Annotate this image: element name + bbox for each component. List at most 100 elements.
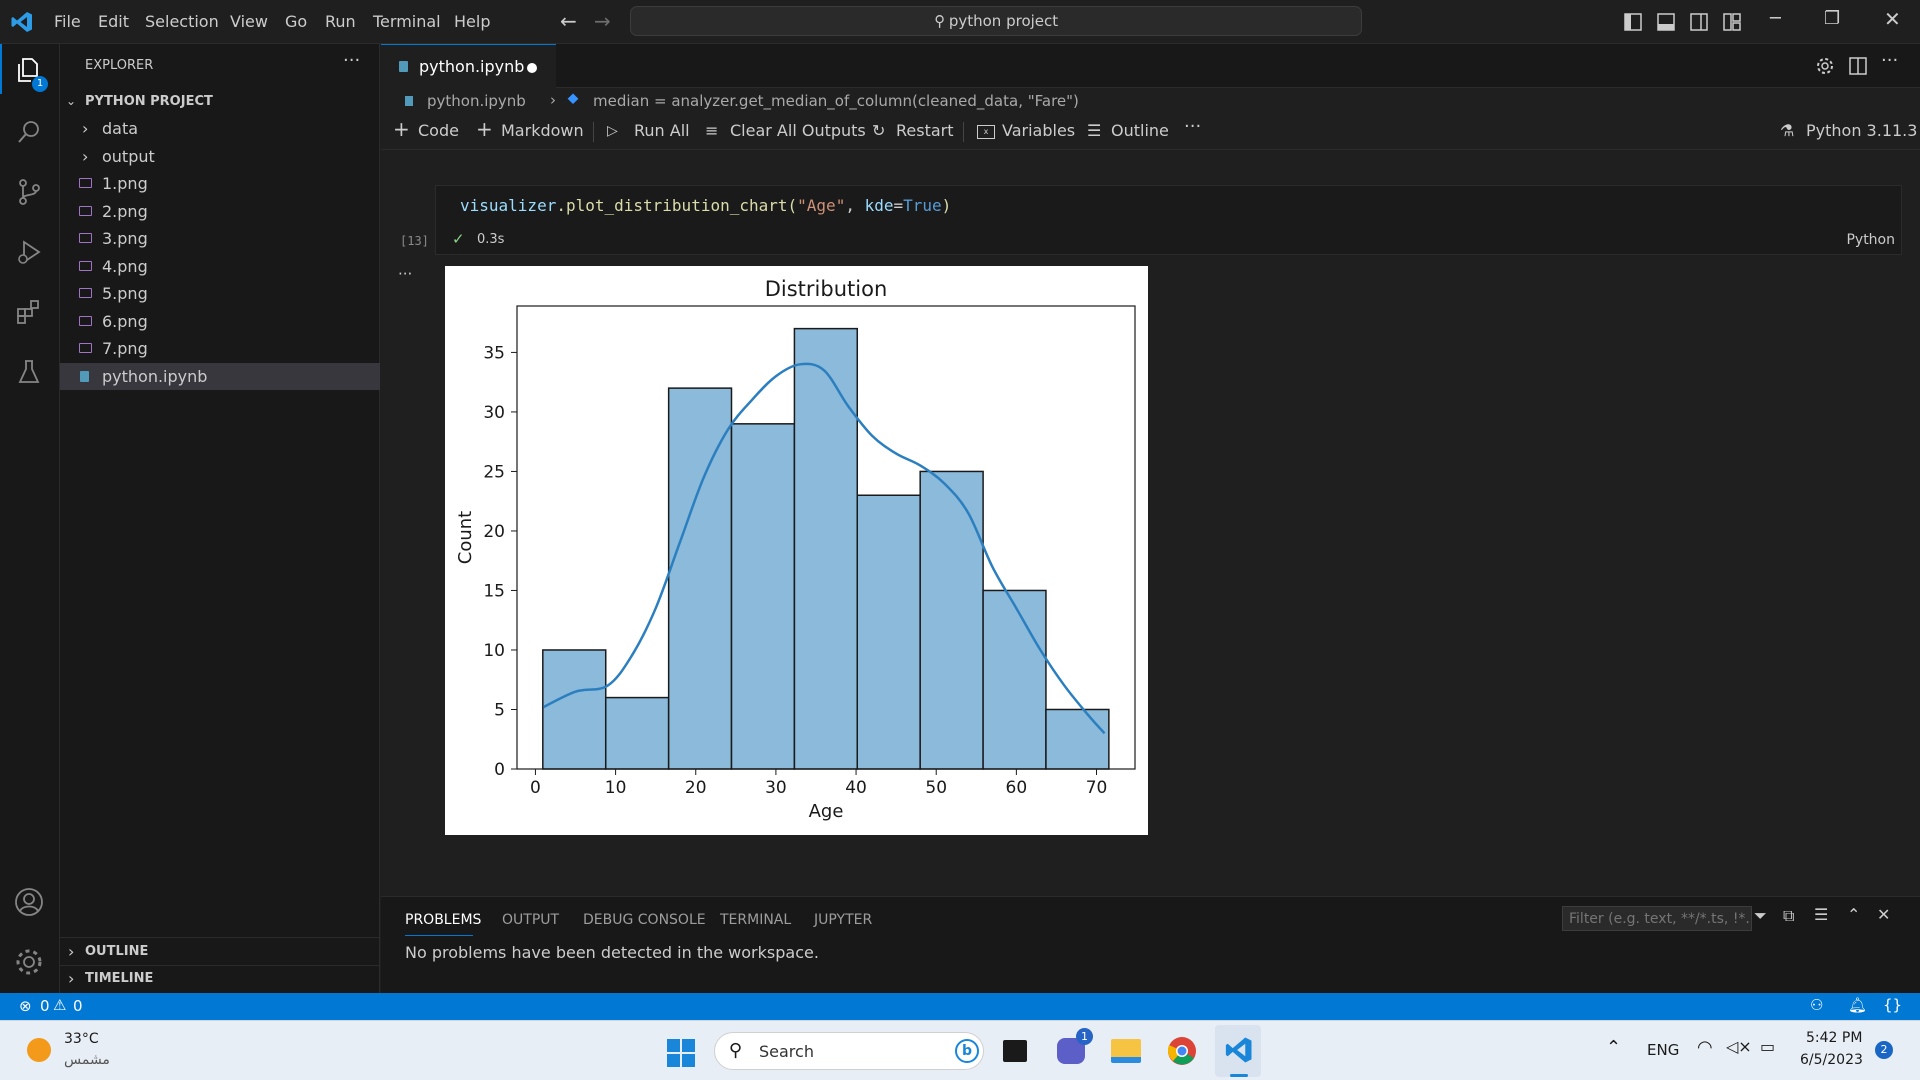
menu-file[interactable]: File bbox=[54, 12, 81, 31]
weather-sun-icon[interactable] bbox=[27, 1038, 51, 1062]
outline-list-icon[interactable]: ☰ bbox=[1087, 121, 1102, 140]
vscode-taskbar-icon[interactable] bbox=[1224, 1035, 1254, 1065]
warning-count[interactable]: 0 bbox=[73, 997, 83, 1015]
unsaved-dot-icon[interactable] bbox=[527, 63, 537, 73]
panel-tab-debug-console[interactable]: DEBUG CONSOLE bbox=[583, 912, 706, 928]
tree-folder-output[interactable]: › output bbox=[60, 143, 380, 170]
notebook-settings-gear-icon[interactable] bbox=[1816, 57, 1834, 75]
maximize-panel-icon[interactable]: ⌃ bbox=[1847, 905, 1861, 924]
variables-icon[interactable]: x bbox=[977, 125, 995, 139]
menu-edit[interactable]: Edit bbox=[98, 12, 129, 31]
add-code-button[interactable]: Code bbox=[418, 121, 459, 140]
clear-all-outputs-button[interactable]: Clear All Outputs bbox=[730, 121, 866, 140]
clear-outputs-icon[interactable]: ≡ bbox=[705, 121, 719, 140]
tree-file-notebook[interactable]: python.ipynb bbox=[60, 363, 380, 390]
breadcrumb-file[interactable]: python.ipynb bbox=[427, 92, 526, 110]
chrome-icon[interactable] bbox=[1167, 1036, 1197, 1066]
error-count[interactable]: 0 bbox=[40, 997, 50, 1015]
tree-file-png[interactable]: 4.png bbox=[60, 253, 380, 280]
wifi-icon[interactable]: ◠ bbox=[1697, 1037, 1713, 1058]
tree-file-png[interactable]: 3.png bbox=[60, 225, 380, 252]
back-arrow-icon[interactable]: ← bbox=[560, 9, 577, 33]
tree-file-png[interactable]: 1.png bbox=[60, 170, 380, 197]
filter-funnel-icon[interactable]: ⏷ bbox=[1754, 906, 1767, 925]
panel-tab-jupyter[interactable]: JUPYTER bbox=[814, 912, 873, 928]
add-markdown-plus-icon[interactable]: + bbox=[476, 117, 493, 141]
run-debug-icon[interactable] bbox=[15, 238, 43, 266]
toggle-panel-icon[interactable] bbox=[1657, 13, 1675, 31]
notifications-bell-icon[interactable]: 🔔︎ bbox=[1848, 996, 1868, 1014]
input-language[interactable]: ENG bbox=[1647, 1041, 1680, 1059]
cell-language[interactable]: Python bbox=[1846, 232, 1895, 248]
menu-go[interactable]: Go bbox=[285, 12, 308, 31]
task-view-icon[interactable] bbox=[1003, 1040, 1027, 1062]
kernel-picker[interactable]: Python 3.11.3 bbox=[1806, 121, 1918, 140]
clock-date[interactable]: 6/5/2023 bbox=[1800, 1052, 1863, 1068]
customize-layout-icon[interactable] bbox=[1723, 13, 1741, 31]
toolbar-more-icon[interactable]: ··· bbox=[1184, 116, 1202, 137]
menu-help[interactable]: Help bbox=[454, 12, 491, 31]
code-line[interactable]: visualizer.plot_distribution_chart("Age"… bbox=[460, 196, 951, 215]
panel-tab-terminal[interactable]: TERMINAL bbox=[720, 912, 792, 928]
close-panel-icon[interactable]: ✕ bbox=[1877, 905, 1891, 924]
kernel-flask-icon[interactable]: ⚗ bbox=[1780, 121, 1795, 140]
taskbar-search-box[interactable]: ⚲ Search b bbox=[714, 1032, 984, 1070]
restart-button[interactable]: Restart bbox=[896, 121, 954, 140]
bing-icon[interactable]: b bbox=[955, 1039, 979, 1063]
tab-python-notebook[interactable]: python.ipynb bbox=[381, 44, 556, 88]
minimize-icon[interactable]: ─ bbox=[1770, 8, 1781, 29]
weather-temperature[interactable]: 33°C bbox=[64, 1031, 99, 1047]
testing-flask-icon[interactable] bbox=[15, 358, 43, 386]
tree-file-png[interactable]: 5.png bbox=[60, 280, 380, 307]
add-code-plus-icon[interactable]: + bbox=[393, 117, 410, 141]
accounts-icon[interactable] bbox=[13, 886, 45, 918]
panel-tab-output[interactable]: OUTPUT bbox=[502, 912, 560, 928]
error-icon[interactable]: ⊗ bbox=[19, 997, 32, 1015]
outline-button[interactable]: Outline bbox=[1111, 121, 1169, 140]
command-center-search[interactable]: ⚲ python project bbox=[630, 6, 1362, 36]
explorer-icon[interactable] bbox=[15, 56, 43, 84]
code-cell[interactable]: visualizer.plot_distribution_chart("Age"… bbox=[435, 185, 1902, 255]
tree-folder-data[interactable]: › data bbox=[60, 115, 380, 142]
windows-start-icon[interactable] bbox=[666, 1038, 696, 1068]
timeline-section-header[interactable]: › TIMELINE bbox=[60, 965, 380, 992]
menu-view[interactable]: View bbox=[230, 12, 268, 31]
add-markdown-button[interactable]: Markdown bbox=[501, 121, 584, 140]
live-share-icon[interactable]: ⚇ bbox=[1810, 996, 1824, 1014]
menu-terminal[interactable]: Terminal bbox=[373, 12, 441, 31]
problems-filter-input[interactable] bbox=[1562, 906, 1752, 931]
menu-run[interactable]: Run bbox=[325, 12, 356, 31]
file-explorer-icon[interactable] bbox=[1111, 1039, 1141, 1063]
battery-icon[interactable]: ▭ bbox=[1760, 1037, 1776, 1056]
tree-file-png[interactable]: 2.png bbox=[60, 198, 380, 225]
view-as-list-icon[interactable]: ☰ bbox=[1814, 905, 1829, 924]
notification-count-badge[interactable]: 2 bbox=[1875, 1041, 1893, 1059]
toggle-sidebar-icon[interactable] bbox=[1624, 13, 1642, 31]
run-all-button[interactable]: Run All bbox=[634, 121, 690, 140]
search-view-icon[interactable] bbox=[15, 118, 43, 146]
settings-gear-icon[interactable] bbox=[13, 946, 45, 978]
restart-icon[interactable]: ↻ bbox=[872, 121, 886, 140]
collapse-all-icon[interactable]: ⧉ bbox=[1783, 906, 1795, 925]
toggle-secondary-sidebar-icon[interactable] bbox=[1690, 13, 1708, 31]
editor-more-icon[interactable]: ··· bbox=[1881, 50, 1899, 71]
volume-muted-icon[interactable]: ◁× bbox=[1726, 1037, 1752, 1056]
tree-file-png[interactable]: 7.png bbox=[60, 335, 380, 362]
menu-selection[interactable]: Selection bbox=[145, 12, 219, 31]
tray-overflow-chevron-icon[interactable]: ⌃ bbox=[1606, 1037, 1622, 1058]
run-all-play-icon[interactable]: ▷ bbox=[607, 123, 618, 139]
source-control-icon[interactable] bbox=[15, 178, 43, 206]
copilot-braces-icon[interactable]: {} bbox=[1883, 996, 1903, 1014]
panel-tab-problems[interactable]: PROBLEMS bbox=[405, 912, 482, 928]
more-actions-icon[interactable]: ··· bbox=[343, 50, 361, 71]
forward-arrow-icon[interactable]: → bbox=[594, 9, 611, 33]
output-more-icon[interactable]: ··· bbox=[398, 265, 413, 283]
restore-icon[interactable]: ❐ bbox=[1824, 8, 1841, 29]
tree-file-png[interactable]: 6.png bbox=[60, 308, 380, 335]
extensions-icon[interactable] bbox=[15, 298, 43, 326]
clock-time[interactable]: 5:42 PM bbox=[1806, 1030, 1863, 1046]
close-window-icon[interactable]: ✕ bbox=[1884, 7, 1901, 31]
vscode-logo-icon[interactable] bbox=[10, 10, 34, 34]
warning-icon[interactable]: ⚠ bbox=[53, 996, 67, 1014]
project-section-header[interactable]: ⌄ PYTHON PROJECT bbox=[60, 88, 380, 115]
